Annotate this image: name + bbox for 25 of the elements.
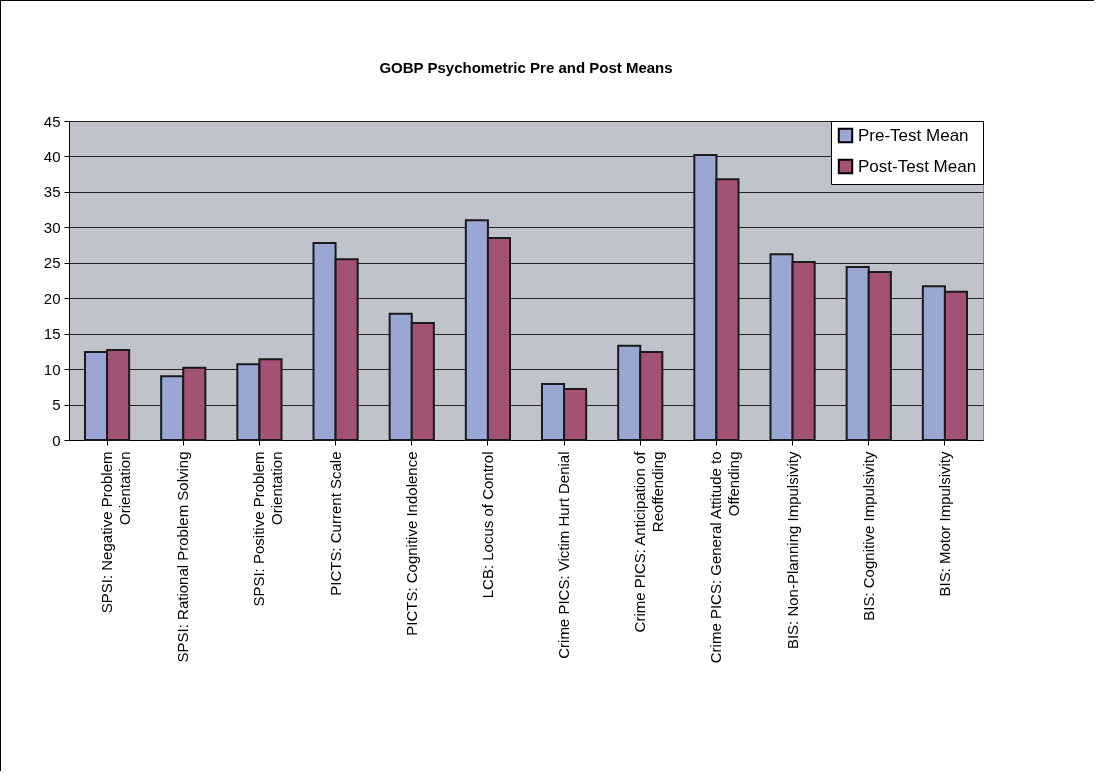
- y-tick-label: 0: [52, 431, 61, 449]
- x-tick-label: BIS: Non-Planning Impulsivity: [783, 451, 801, 650]
- y-tick-label: 35: [43, 183, 61, 201]
- chart-title: GOBP Psychometric Pre and Post Means: [379, 59, 673, 76]
- y-tick-label: 15: [43, 325, 61, 343]
- y-tick-label: 20: [43, 289, 61, 307]
- legend-label: Post-Test Mean: [858, 156, 977, 176]
- y-tick-label: 30: [43, 218, 61, 236]
- y-tick-label: 25: [43, 254, 61, 272]
- x-tick-label: SPSI: Negative Problem Orientation: [98, 451, 134, 614]
- x-tick-label: BIS: Motor Impulsivity: [935, 451, 953, 597]
- x-tick-label: LCB: Locus of Control: [478, 451, 496, 599]
- legend-label: Pre-Test Mean: [858, 125, 969, 145]
- x-tick-label: SPSI: Positive Problem Orientation: [250, 451, 286, 607]
- y-tick-label: 40: [43, 147, 61, 165]
- x-tick-label: PICTS: Current Scale: [326, 451, 344, 596]
- y-tick-label: 10: [43, 360, 61, 378]
- x-tick-label: Crime PICS: Victim Hurt Denial: [555, 451, 573, 659]
- x-tick-label: SPSI: Rational Problem Solving: [174, 451, 192, 663]
- y-tick-label: 45: [43, 112, 61, 130]
- x-tick-label: Crime PICS: General Attitude to Offending: [707, 451, 743, 664]
- x-tick-label: BIS: Cognitive Impulsivity: [859, 451, 877, 621]
- x-tick-label: Crime PICS: Anticipation of Reoffending: [631, 450, 667, 633]
- y-tick-label: 5: [52, 396, 61, 414]
- x-tick-label: PICTS: Cognitive Indolence: [402, 451, 420, 636]
